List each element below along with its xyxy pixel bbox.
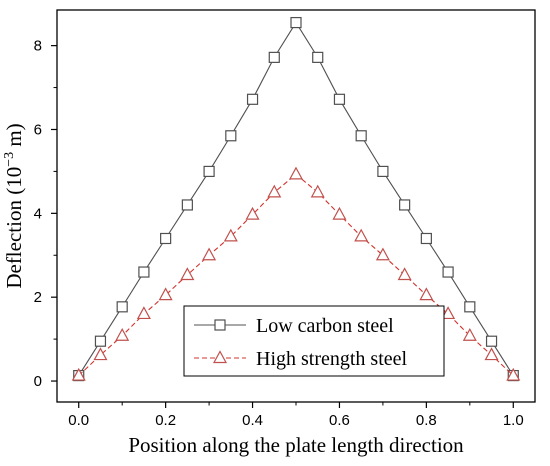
data-point-high-strength-steel bbox=[462, 328, 477, 341]
data-point-high-strength-steel bbox=[158, 287, 173, 301]
legend-box bbox=[183, 305, 445, 377]
data-point-low-carbon-steel bbox=[464, 301, 476, 313]
data-point-low-carbon-steel bbox=[333, 93, 346, 105]
y-tick-label: 0 bbox=[34, 373, 42, 390]
data-point-low-carbon-steel bbox=[312, 51, 324, 63]
data-point-high-strength-steel bbox=[332, 206, 347, 220]
data-point-low-carbon-steel bbox=[203, 165, 215, 178]
legend-label: Low carbon steel bbox=[256, 315, 394, 337]
data-point-high-strength-steel bbox=[354, 228, 369, 242]
data-point-low-carbon-steel bbox=[442, 266, 454, 278]
x-tick-label: 0.8 bbox=[416, 412, 437, 429]
data-point-high-strength-steel bbox=[441, 306, 456, 320]
x-tick-label: 0.0 bbox=[68, 412, 89, 429]
data-point-high-strength-steel bbox=[180, 267, 195, 281]
x-tick-label: 0.6 bbox=[329, 412, 350, 429]
data-point-low-carbon-steel bbox=[138, 266, 150, 278]
x-tick-label: 0.2 bbox=[155, 412, 176, 429]
legend-entry-high-strength-steel: High strength steel bbox=[194, 348, 408, 370]
legend: Low carbon steel High strength steel bbox=[183, 305, 445, 377]
data-point-high-strength-steel bbox=[267, 184, 282, 198]
y-axis-title-suffix: m) bbox=[2, 123, 26, 152]
data-point-low-carbon-steel bbox=[485, 335, 498, 347]
x-tick-label: 1.0 bbox=[503, 412, 524, 429]
legend-entry-low-carbon-steel: Low carbon steel bbox=[194, 315, 394, 337]
y-tick-label: 2 bbox=[34, 289, 42, 306]
data-point-high-strength-steel bbox=[202, 247, 217, 261]
data-point-low-carbon-steel bbox=[116, 301, 128, 313]
y-axis-title-prefix: Deflection (10 bbox=[2, 167, 26, 289]
data-point-high-strength-steel bbox=[419, 287, 434, 301]
axes: 0.0 0.2 0.4 0.6 0.8 1.0 0 2 4 6 8 bbox=[34, 38, 524, 429]
data-point-low-carbon-steel bbox=[225, 130, 237, 142]
data-point-low-carbon-steel bbox=[290, 16, 302, 29]
data-point-low-carbon-steel bbox=[377, 165, 389, 178]
data-point-low-carbon-steel bbox=[355, 130, 367, 142]
data-point-low-carbon-steel bbox=[268, 51, 280, 63]
data-point-high-strength-steel bbox=[93, 347, 108, 361]
legend-entries: Low carbon steel High strength steel bbox=[194, 315, 408, 370]
x-axis-title: Position along the plate length directio… bbox=[128, 433, 464, 457]
plot-marks bbox=[71, 16, 521, 382]
y-tick-label: 6 bbox=[34, 121, 42, 138]
data-point-high-strength-steel bbox=[310, 184, 325, 198]
data-point-low-carbon-steel bbox=[399, 199, 411, 211]
data-point-low-carbon-steel bbox=[181, 199, 193, 211]
data-point-high-strength-steel bbox=[506, 367, 521, 381]
data-point-high-strength-steel bbox=[288, 166, 304, 180]
data-point-high-strength-steel bbox=[245, 206, 260, 220]
legend-swatch-marker bbox=[212, 350, 228, 364]
data-point-low-carbon-steel bbox=[420, 232, 432, 245]
y-tick-label: 4 bbox=[34, 205, 42, 222]
legend-label: High strength steel bbox=[256, 348, 408, 370]
data-point-high-strength-steel bbox=[484, 347, 499, 361]
data-point-high-strength-steel bbox=[223, 228, 238, 242]
x-tick-label: 0.4 bbox=[242, 412, 263, 429]
data-point-high-strength-steel bbox=[71, 367, 86, 381]
legend-swatch-marker bbox=[214, 319, 226, 331]
y-axis-title-exponent: −3 bbox=[2, 152, 17, 167]
data-point-high-strength-steel bbox=[115, 328, 130, 341]
data-point-high-strength-steel bbox=[375, 247, 390, 261]
series-low-carbon-steel bbox=[73, 16, 519, 382]
data-point-low-carbon-steel bbox=[94, 335, 107, 347]
data-point-high-strength-steel bbox=[136, 306, 151, 320]
data-point-low-carbon-steel bbox=[160, 232, 172, 245]
series-high-strength-steel bbox=[71, 166, 521, 381]
data-point-low-carbon-steel bbox=[246, 93, 259, 105]
y-tick-label: 8 bbox=[34, 38, 42, 55]
y-axis-title: Deflection (10−3 m) bbox=[2, 123, 26, 288]
data-point-high-strength-steel bbox=[397, 267, 412, 281]
